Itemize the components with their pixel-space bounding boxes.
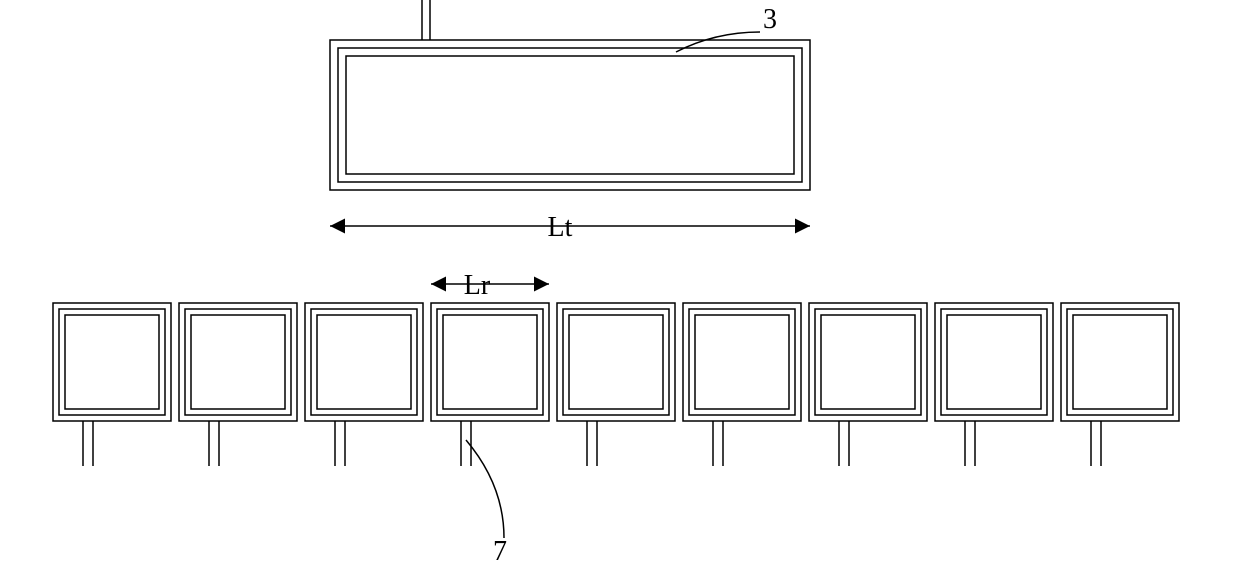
- receiver-coil-turn: [1067, 309, 1173, 415]
- receiver-coil-turn: [191, 315, 285, 409]
- receiver-coil-turn: [53, 303, 171, 421]
- dimension-label: Lr: [464, 270, 491, 301]
- coil-turn: [346, 56, 794, 174]
- receiver-coil-turn: [1073, 315, 1167, 409]
- receiver-coil-turn: [185, 309, 291, 415]
- receiver-coil-turn: [683, 303, 801, 421]
- receiver-coil-turn: [557, 303, 675, 421]
- receiver-coil-turn: [695, 315, 789, 409]
- diagram-canvas: 3 Lt Lr 7: [0, 0, 1240, 571]
- receiver-coil-turn: [935, 303, 1053, 421]
- receiver-coil-turn: [563, 309, 669, 415]
- transmitter-callout-label: 3: [763, 4, 777, 35]
- receiver-coil-turn: [809, 303, 927, 421]
- receiver-coil-turn: [1061, 303, 1179, 421]
- receiver-coil-turn: [305, 303, 423, 421]
- receiver-coil-turn: [443, 315, 537, 409]
- receiver-coil-turn: [815, 309, 921, 415]
- dimension-label: Lt: [548, 212, 573, 243]
- receiver-coil-turn: [941, 309, 1047, 415]
- receiver-coil-turn: [179, 303, 297, 421]
- coil-turn: [330, 40, 810, 190]
- receiver-coil-turn: [947, 315, 1041, 409]
- receiver-coil-turn: [821, 315, 915, 409]
- receiver-callout-label: 7: [493, 536, 507, 567]
- receiver-coil-turn: [59, 309, 165, 415]
- receiver-coil-turn: [317, 315, 411, 409]
- receiver-coil-turn: [569, 315, 663, 409]
- receiver-coil-turn: [431, 303, 549, 421]
- receiver-coil-turn: [437, 309, 543, 415]
- receiver-coil-turn: [689, 309, 795, 415]
- transmitter-callout-leader: [676, 32, 760, 52]
- coil-turn: [338, 48, 802, 182]
- receiver-coil-turn: [65, 315, 159, 409]
- receiver-coil-turn: [311, 309, 417, 415]
